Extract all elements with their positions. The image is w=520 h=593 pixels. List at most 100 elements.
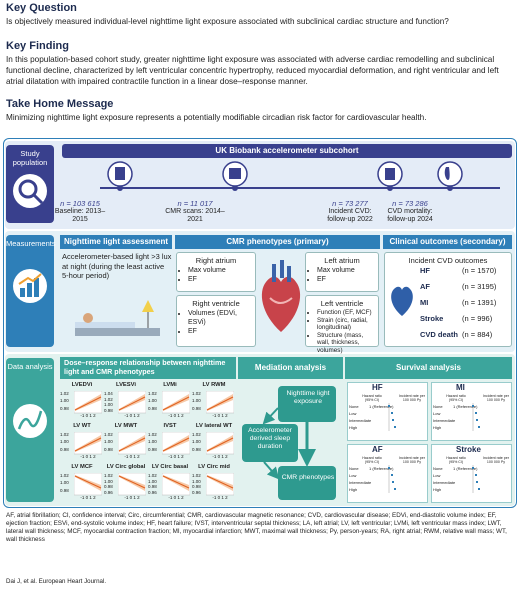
panel-bg <box>347 382 428 441</box>
plot-ytick: 1.00 <box>60 439 69 445</box>
plot-label: LV Circ basal <box>151 464 189 470</box>
abstract-frame <box>3 138 517 508</box>
node: Accelerometer derived sleep duration <box>248 427 292 450</box>
step-period: CMR scans: 2014–2021 <box>165 208 225 223</box>
section-bar: Nighttime light assessment <box>60 235 172 249</box>
plot-ytick: 0.98 <box>60 487 69 493</box>
text: Accelerometer-based light >3 lux at nigh… <box>62 252 172 280</box>
plot-ytick: 0.98 <box>60 446 69 452</box>
plot-ytick: 1.00 <box>148 398 157 404</box>
plot-curve <box>206 432 234 455</box>
reference: 1 (Reference) <box>453 404 478 409</box>
panel-title: MI <box>456 383 465 392</box>
group: Low <box>349 411 357 416</box>
group: Intermediate <box>349 418 372 423</box>
rate-header: Incident rate per 100 000 Py <box>399 456 425 464</box>
plot-label: LV Circ global <box>106 464 146 470</box>
heading: Key Finding <box>6 40 69 52</box>
icon <box>13 269 47 303</box>
group: Low <box>349 473 357 478</box>
plot-ytick: 1.00 <box>104 439 113 445</box>
group: Intermediate <box>349 480 372 485</box>
forest-icon <box>472 465 480 493</box>
plot-curve <box>162 391 190 414</box>
plot-curve <box>118 391 146 414</box>
outcome-name: Stroke <box>420 314 444 323</box>
plot-ytick: 1.00 <box>60 480 69 486</box>
reference: 1 (Reference) <box>369 466 394 471</box>
plot-ytick: 0.96 <box>192 489 201 495</box>
plot-xticks: -1 0 1 2 <box>124 454 140 459</box>
plot-ytick: 1.04 <box>104 391 113 396</box>
plot-xticks: -1 0 1 2 <box>124 495 140 500</box>
plot-label: LV RWM <box>202 382 226 388</box>
bed-icon <box>75 300 160 336</box>
panel-title: Stroke <box>456 445 481 454</box>
text: Is objectively measured individual-level… <box>6 17 449 26</box>
section-bar: Dose–response relationship between night… <box>60 357 236 379</box>
plot-label: LV lateral WT <box>195 423 233 429</box>
group: None <box>349 466 359 471</box>
plot-ytick: 0.98 <box>148 484 157 489</box>
hr-header: Hazard ratio (95% CI) <box>362 394 382 402</box>
outcome-n: (n = 3195) <box>462 282 497 291</box>
plot-ytick: 1.02 <box>60 391 69 396</box>
plot-ytick: 1.02 <box>104 432 113 437</box>
outcome-name: HF <box>420 266 430 275</box>
citation: Dai J, et al. European Heart Journal. <box>6 578 107 585</box>
title: Left atrium <box>324 256 360 265</box>
plot-xticks: -1 0 1 2 <box>124 413 140 418</box>
plot-xticks: -1 0 1 2 <box>80 495 96 500</box>
plot-xticks: -1 0 1 2 <box>80 454 96 459</box>
section-bar: Survival analysis <box>345 357 512 379</box>
plot-ytick: 1.02 <box>148 473 157 478</box>
reference: 1 (Reference) <box>453 466 478 471</box>
plot-ytick: 1.02 <box>104 473 113 478</box>
plot-ytick: 1.00 <box>148 478 157 484</box>
plot-xticks: -1 0 1 2 <box>168 413 184 418</box>
list-item: Function (EF, MCF) <box>317 309 375 317</box>
step-period: Baseline: 2013–2015 <box>54 208 106 223</box>
plot-xticks: -1 0 1 2 <box>168 454 184 459</box>
plot-curve <box>162 473 190 496</box>
label: Data analysis <box>7 362 53 371</box>
plot-xticks: -1 0 1 2 <box>212 413 228 418</box>
plot-ytick: 0.98 <box>148 405 157 411</box>
rate-header: Incident rate per 100 000 Py <box>483 456 509 464</box>
plot-ytick: 1.00 <box>192 439 201 445</box>
plot-xticks: -1 0 1 2 <box>168 495 184 500</box>
outcome-n: (n = 1570) <box>462 266 497 275</box>
row-label: Data analysis <box>6 358 54 502</box>
label: Measurements <box>6 239 56 248</box>
hr-header: Hazard ratio (95% CI) <box>446 394 466 402</box>
icon <box>13 404 47 438</box>
group: High <box>433 425 442 430</box>
section-bar: Clinical outcomes (secondary) <box>383 235 512 249</box>
step-n: n = 73 277 <box>332 199 368 208</box>
list-item: Max volume <box>317 266 375 275</box>
panel-bg <box>431 382 512 441</box>
node: CMR phenotypes <box>281 474 335 481</box>
heading: Key Question <box>6 2 77 14</box>
list-item: Strain (circ, radial, longitudinal) <box>317 317 375 332</box>
plot-ytick: 1.02 <box>192 432 201 437</box>
list-item: Max volume <box>188 266 252 275</box>
plot-ytick: 1.00 <box>192 478 201 484</box>
plot-curve <box>118 473 146 496</box>
group: High <box>433 487 442 492</box>
group: None <box>433 466 443 471</box>
outcome-n: (n = 996) <box>462 314 493 323</box>
mediation-diagram <box>242 386 336 500</box>
plot-ytick: 1.02 <box>60 432 69 437</box>
plot-label: LVESVi <box>115 382 137 388</box>
outcome-name: AF <box>420 282 430 291</box>
plot-ytick: 1.00 <box>60 398 69 404</box>
plot-ytick: 0.96 <box>148 489 157 495</box>
plot-ytick: 1.00 <box>104 478 113 484</box>
plot-curve <box>74 391 102 414</box>
section-bar: CMR phenotypes (primary) <box>175 235 380 249</box>
panel: Right atriumMax volumeEF <box>176 252 256 292</box>
panel-title: AF <box>372 445 383 454</box>
group: Intermediate <box>433 480 456 485</box>
